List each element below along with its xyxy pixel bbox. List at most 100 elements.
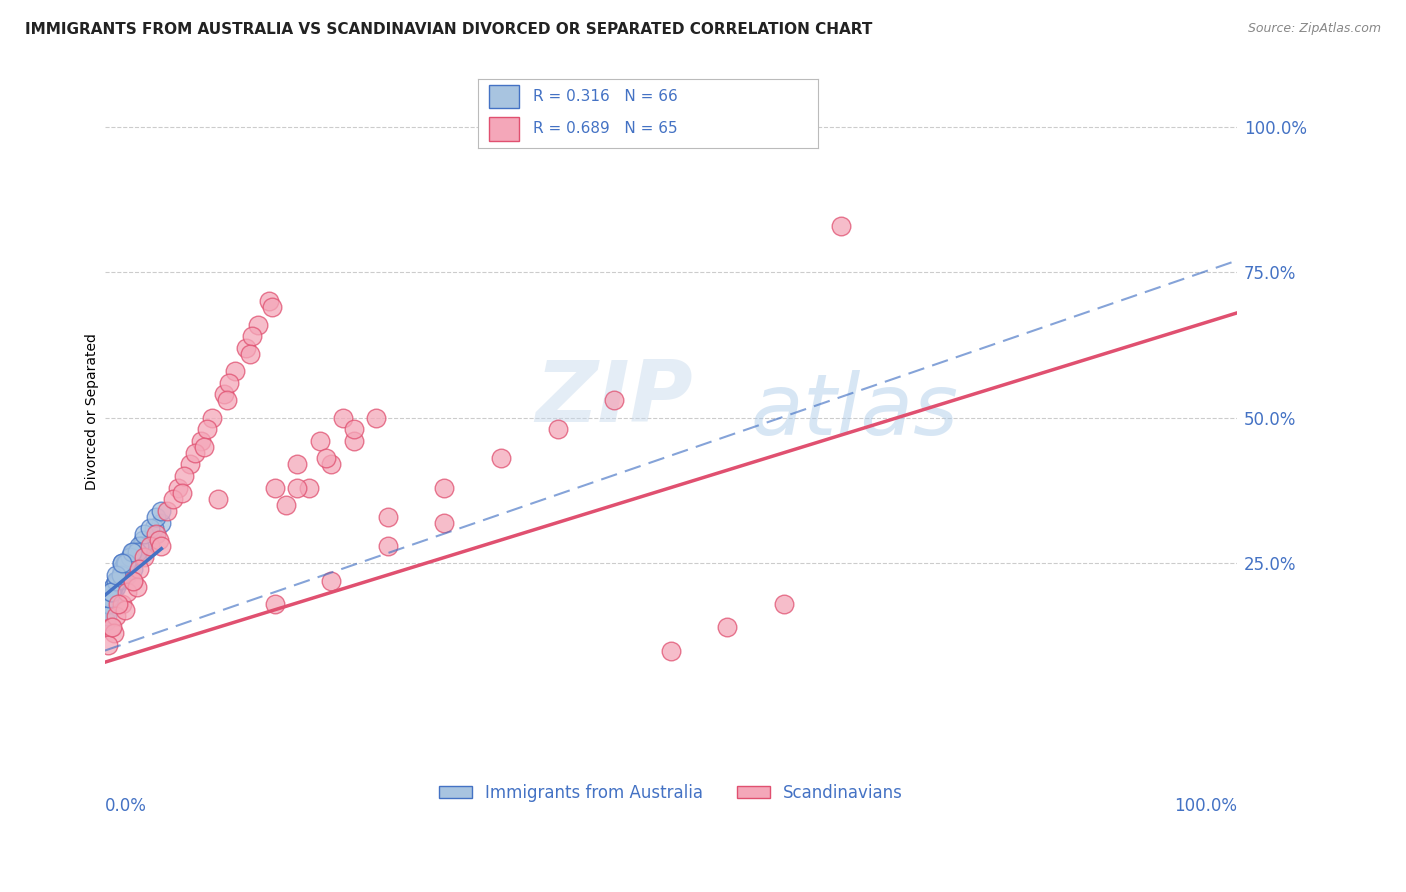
Point <box>139 521 162 535</box>
Point <box>162 492 184 507</box>
Point <box>134 550 156 565</box>
Point <box>110 568 132 582</box>
Point <box>105 608 128 623</box>
Point <box>100 585 122 599</box>
Point <box>111 562 134 576</box>
Point <box>190 434 212 448</box>
Point <box>118 556 141 570</box>
Point <box>139 539 162 553</box>
Point <box>111 597 134 611</box>
Point <box>297 481 319 495</box>
Point <box>773 597 796 611</box>
Point <box>103 580 125 594</box>
Point <box>184 445 207 459</box>
Point <box>134 527 156 541</box>
Point <box>207 492 229 507</box>
Point <box>131 539 153 553</box>
Point <box>125 580 148 594</box>
Point <box>235 341 257 355</box>
Point <box>603 393 626 408</box>
Point <box>117 568 139 582</box>
Point <box>145 509 167 524</box>
Text: Source: ZipAtlas.com: Source: ZipAtlas.com <box>1247 22 1381 36</box>
Point <box>100 620 122 634</box>
Point <box>105 574 128 588</box>
Point <box>489 451 512 466</box>
Point <box>150 516 173 530</box>
Point <box>145 527 167 541</box>
Point <box>217 393 239 408</box>
Point <box>96 608 118 623</box>
Point <box>377 509 399 524</box>
Text: 0.0%: 0.0% <box>105 797 146 814</box>
Point <box>246 318 269 332</box>
Point <box>98 591 121 606</box>
Point <box>309 434 332 448</box>
Point <box>195 422 218 436</box>
Point <box>285 458 308 472</box>
Point <box>240 329 263 343</box>
Point <box>105 574 128 588</box>
Point <box>150 539 173 553</box>
Point <box>433 516 456 530</box>
Point <box>111 556 134 570</box>
Point <box>366 410 388 425</box>
Point <box>118 550 141 565</box>
Point <box>239 347 262 361</box>
Point <box>134 544 156 558</box>
Point <box>111 568 134 582</box>
Text: ZIP: ZIP <box>534 357 693 440</box>
Point <box>321 458 343 472</box>
Point <box>128 562 150 576</box>
Point <box>107 597 129 611</box>
Point <box>547 422 569 436</box>
Point <box>321 574 343 588</box>
Point <box>218 376 240 390</box>
Point <box>114 603 136 617</box>
Point <box>100 585 122 599</box>
Point <box>124 544 146 558</box>
Y-axis label: Divorced or Separated: Divorced or Separated <box>86 334 100 491</box>
Point <box>142 521 165 535</box>
Point <box>103 580 125 594</box>
Point <box>122 544 145 558</box>
Point <box>114 562 136 576</box>
Point <box>179 458 201 472</box>
Point <box>659 643 682 657</box>
Point <box>101 585 124 599</box>
Point <box>716 620 738 634</box>
Point <box>156 504 179 518</box>
Point <box>224 364 246 378</box>
Point <box>170 486 193 500</box>
Point <box>128 550 150 565</box>
Point <box>105 568 128 582</box>
Point <box>433 481 456 495</box>
Point <box>112 562 135 576</box>
Point <box>315 451 337 466</box>
Point <box>107 574 129 588</box>
Point <box>285 481 308 495</box>
Point <box>263 481 285 495</box>
Point <box>257 294 280 309</box>
Point <box>94 615 117 629</box>
Point <box>128 539 150 553</box>
Point <box>117 585 139 599</box>
Point <box>262 300 284 314</box>
Text: 100.0%: 100.0% <box>1174 797 1237 814</box>
Point <box>332 410 354 425</box>
Point <box>139 539 162 553</box>
Point <box>101 580 124 594</box>
Point <box>274 498 297 512</box>
Point <box>117 556 139 570</box>
Point <box>114 562 136 576</box>
Point <box>100 585 122 599</box>
Point <box>103 626 125 640</box>
Point <box>100 585 122 599</box>
Point <box>263 597 285 611</box>
Point <box>129 539 152 553</box>
Point <box>167 481 190 495</box>
Point <box>122 562 145 576</box>
Text: atlas: atlas <box>749 370 957 453</box>
Point <box>97 597 120 611</box>
Point <box>104 580 127 594</box>
